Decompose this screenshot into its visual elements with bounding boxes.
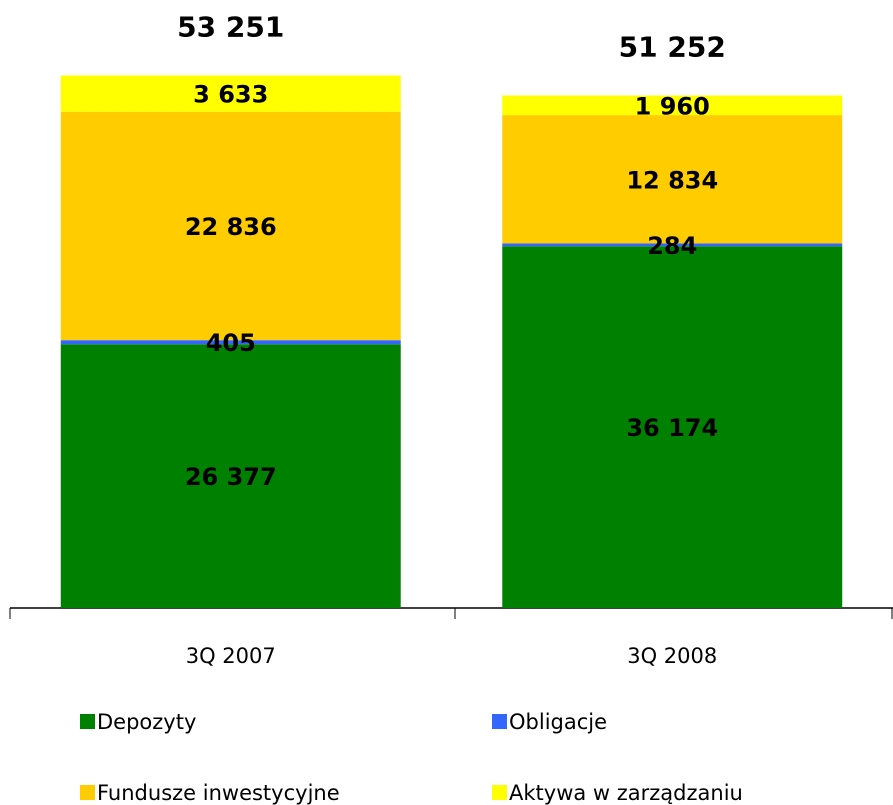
bar-segment bbox=[60, 111, 401, 341]
value-label: 284 bbox=[647, 232, 697, 260]
value-label: 22 836 bbox=[185, 213, 277, 241]
bar-segment bbox=[60, 344, 401, 608]
bar-segment bbox=[502, 115, 843, 244]
value-label: 26 377 bbox=[185, 463, 277, 491]
value-label: 405 bbox=[206, 329, 256, 357]
bar-segment bbox=[502, 246, 843, 608]
legend-swatch bbox=[80, 714, 95, 729]
legend-label: Obligacje bbox=[509, 710, 607, 734]
bar-segment bbox=[60, 75, 401, 112]
x-tick-label: 3Q 2008 bbox=[627, 644, 717, 668]
legend-label: Aktywa w zarządzaniu bbox=[509, 781, 743, 805]
legend-swatch bbox=[80, 785, 95, 800]
legend-label: Fundusze inwestycyjne bbox=[97, 781, 340, 805]
legend-swatch bbox=[492, 714, 507, 729]
legend-swatch bbox=[492, 785, 507, 800]
total-label: 53 251 bbox=[177, 10, 284, 43]
bar-segment bbox=[502, 243, 843, 247]
value-label: 36 174 bbox=[626, 414, 718, 442]
bar-segment bbox=[502, 95, 843, 116]
total-label: 51 252 bbox=[619, 30, 726, 63]
value-label: 1 960 bbox=[635, 92, 710, 120]
legend-label: Depozyty bbox=[97, 710, 196, 734]
value-label: 12 834 bbox=[626, 166, 718, 194]
x-tick-label: 3Q 2007 bbox=[186, 644, 276, 668]
value-label: 3 633 bbox=[193, 81, 268, 109]
bar-segment bbox=[60, 340, 401, 345]
